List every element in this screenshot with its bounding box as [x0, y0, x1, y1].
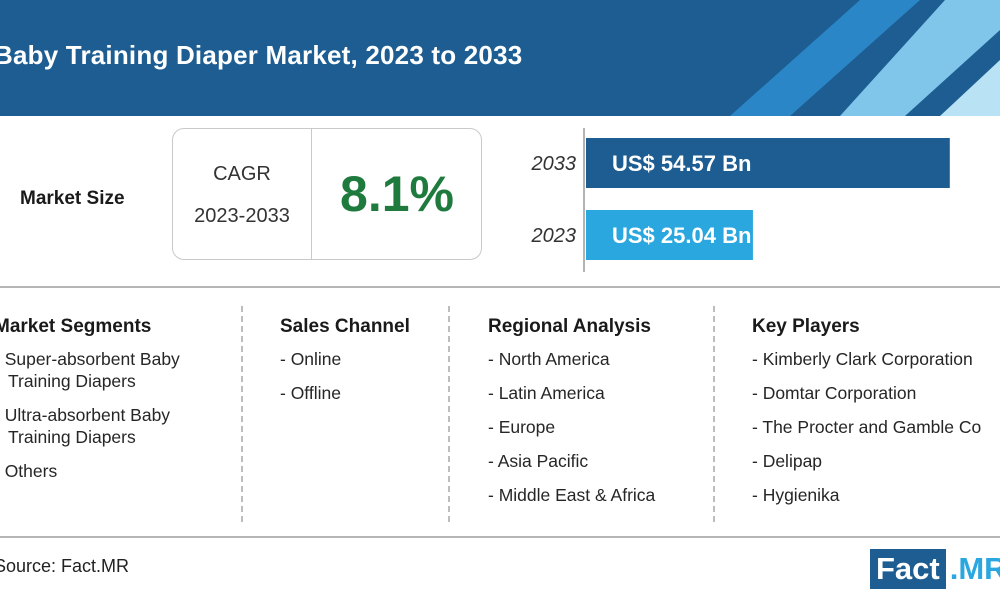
- list-item-text: - Latin America: [488, 383, 605, 403]
- category-label-2033: 2033: [531, 153, 577, 175]
- logo-fact: Fact: [870, 549, 946, 589]
- list-item-text: - Others: [0, 461, 58, 481]
- top-divider: [0, 286, 1000, 288]
- column-heading: Regional Analysis: [488, 316, 651, 337]
- header-stripe-3: [940, 60, 1000, 116]
- cagr-years: 2023-2033: [194, 205, 290, 227]
- market-size-bar-chart: 2033 US$ 54.57 Bn 2023 US$ 25.04 Bn: [531, 128, 950, 272]
- cagr-divider: [311, 129, 312, 259]
- column-market-segments: Market Segments - Super-absorbent Baby Tra…: [0, 316, 180, 494]
- list-item-text: - Kimberly Clark Corporation: [752, 349, 973, 369]
- source-note: Source: Fact.MR: [0, 556, 130, 576]
- factmr-logo: Fact .MR: [870, 549, 1000, 589]
- list-item: - Hygienika: [752, 484, 981, 506]
- header-stripe-1: [730, 0, 920, 116]
- list-item-text: - Delipap: [752, 451, 823, 471]
- list-item-text: - Domtar Corporation: [752, 383, 917, 403]
- column-separator: [713, 306, 715, 522]
- list-item-text: - Hygienika: [752, 485, 840, 505]
- page-title: Baby Training Diaper Market, 2023 to 203…: [0, 40, 523, 70]
- list-item: - Online: [280, 348, 410, 370]
- column-list: - Kimberly Clark Corporation - Domtar Cor…: [752, 348, 981, 506]
- list-item-text: - Offline: [280, 383, 341, 403]
- column-heading: Key Players: [752, 316, 860, 337]
- list-item: - Delipap: [752, 450, 981, 472]
- column-key-players: Key Players - Kimberly Clark Corporation -…: [752, 316, 981, 518]
- category-label-2023: 2023: [531, 225, 577, 247]
- list-item: - Latin America: [488, 382, 655, 404]
- column-separator: [241, 306, 243, 522]
- list-item: - Ultra-absorbent Baby Training Diapers: [0, 404, 180, 448]
- column-list: - Online - Offline: [280, 348, 410, 404]
- list-item: - Super-absorbent Baby Training Diapers: [0, 348, 180, 392]
- list-item: - Asia Pacific: [488, 450, 655, 472]
- list-item: - Domtar Corporation: [752, 382, 981, 404]
- column-heading: Market Segments: [0, 316, 152, 337]
- list-item-text: Training Diapers: [8, 427, 136, 447]
- list-item-text: - Asia Pacific: [488, 451, 589, 471]
- column-separator: [448, 306, 450, 522]
- list-item-text: - Online: [280, 349, 342, 369]
- list-item: - Middle East & Africa: [488, 484, 655, 506]
- column-regional-analysis: Regional Analysis - North America - Latin …: [488, 316, 655, 518]
- header-stripe-2: [840, 0, 1000, 116]
- list-item: - Others: [0, 460, 180, 482]
- list-item: - Europe: [488, 416, 655, 438]
- column-heading: Sales Channel: [280, 316, 410, 337]
- list-item-text: - Middle East & Africa: [488, 485, 656, 505]
- bar-2023: [586, 210, 753, 260]
- list-item-text: - Europe: [488, 417, 556, 437]
- list-item: - Kimberly Clark Corporation: [752, 348, 981, 370]
- column-list: - North America - Latin America - Europe - …: [488, 348, 655, 506]
- list-item-text: - Super-absorbent Baby: [0, 349, 180, 369]
- header-stripes: [730, 0, 1000, 116]
- market-size-label: Market Size: [20, 188, 125, 209]
- cagr-value: 8.1%: [340, 166, 454, 222]
- bottom-divider: [0, 536, 1000, 538]
- value-label-2033: US$ 54.57 Bn: [612, 151, 751, 176]
- list-item-text: - North America: [488, 349, 610, 369]
- list-item-text: - Ultra-absorbent Baby: [0, 405, 171, 425]
- logo-mr: .MR: [949, 551, 1000, 586]
- list-item: - Offline: [280, 382, 410, 404]
- list-item: - The Procter and Gamble Co: [752, 416, 981, 438]
- value-label-2023: US$ 25.04 Bn: [612, 223, 751, 248]
- cagr-box: CAGR 2023-2033 8.1%: [172, 128, 482, 260]
- header-banner: Baby Training Diaper Market, 2023 to 203…: [0, 0, 1000, 116]
- column-sales-channel: Sales Channel - Online - Offline: [280, 316, 410, 416]
- list-item-text: - The Procter and Gamble Co: [752, 417, 982, 437]
- list-item-text: Training Diapers: [8, 371, 136, 391]
- list-item: - North America: [488, 348, 655, 370]
- column-list: - Super-absorbent Baby Training Diapers - …: [0, 348, 180, 482]
- cagr-label: CAGR: [213, 163, 271, 185]
- bar-2033: [586, 138, 950, 188]
